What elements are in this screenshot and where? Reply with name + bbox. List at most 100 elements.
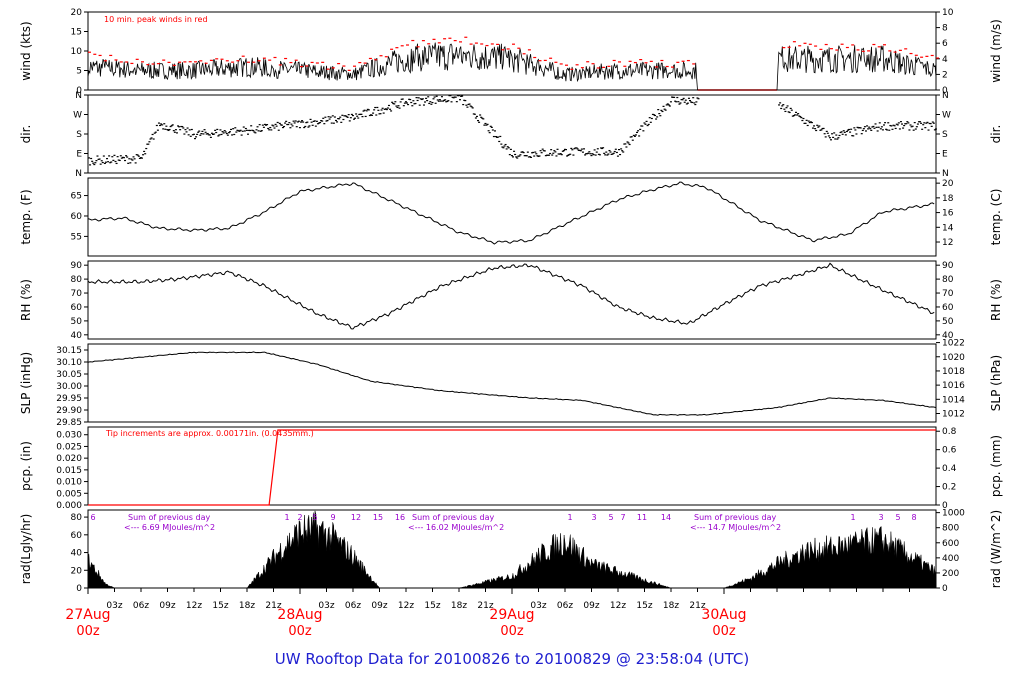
direction-point	[334, 119, 337, 122]
direction-point	[318, 122, 321, 124]
direction-point	[170, 125, 173, 127]
direction-point	[568, 154, 571, 156]
direction-point	[818, 125, 821, 127]
x-tick-label: 12z	[610, 601, 626, 611]
direction-point	[502, 147, 505, 149]
direction-point	[247, 133, 249, 135]
direction-point	[870, 129, 873, 131]
precipitation-line	[88, 429, 936, 506]
direction-point	[315, 120, 318, 122]
radiation-hour-mark: 1	[850, 513, 855, 522]
direction-point	[513, 150, 516, 152]
wind-annotation: 10 min. peak winds in red	[104, 15, 208, 24]
direction-point	[828, 137, 831, 139]
direction-point	[322, 117, 325, 119]
direction-point	[802, 117, 805, 120]
direction-point	[139, 157, 142, 159]
direction-point	[106, 158, 109, 160]
direction-point	[324, 116, 327, 118]
wind-peak-mark	[506, 48, 510, 50]
direction-point	[682, 97, 685, 99]
direction-point	[527, 156, 530, 158]
direction-point	[269, 126, 272, 129]
direction-point	[795, 111, 798, 113]
wind-peak-mark	[565, 64, 568, 66]
direction-point	[296, 121, 299, 123]
direction-point	[389, 108, 392, 110]
direction-point	[225, 132, 228, 135]
direction-point	[109, 162, 112, 164]
direction-point	[351, 114, 354, 117]
direction-point	[244, 127, 247, 130]
direction-point	[308, 125, 311, 127]
wind-peak-mark	[374, 59, 378, 61]
direction-point	[276, 121, 279, 124]
direction-point	[439, 100, 442, 102]
x-tick-label: 06z	[133, 601, 149, 611]
direction-point	[662, 105, 665, 107]
direction-point	[796, 114, 799, 116]
direction-point	[510, 154, 513, 157]
wind-peak-mark	[448, 37, 452, 39]
direction-point	[612, 152, 615, 154]
direction-point	[408, 98, 411, 100]
direction-point	[667, 104, 670, 106]
right-tick-label: 0.2	[942, 483, 956, 493]
direction-point	[799, 116, 802, 118]
direction-point	[876, 130, 879, 132]
direction-point	[93, 163, 96, 166]
wind-speed-line	[87, 42, 937, 91]
direction-point	[191, 134, 194, 136]
direction-point	[164, 128, 167, 130]
day-time-label: 00z	[500, 624, 524, 639]
x-tick-label: 12z	[186, 601, 202, 611]
direction-point	[587, 152, 590, 154]
wind-peak-mark	[782, 47, 786, 49]
direction-point	[690, 101, 693, 103]
direction-point	[180, 125, 183, 128]
direction-point	[618, 149, 620, 151]
right-tick-label: 1016	[942, 381, 965, 391]
direction-point	[265, 124, 268, 126]
y-axis-label-right: dir.	[989, 125, 1003, 144]
direction-point	[451, 96, 454, 98]
direction-point	[822, 127, 825, 130]
direction-point	[394, 101, 397, 103]
direction-point	[159, 124, 162, 127]
wind-peak-mark	[554, 61, 558, 63]
direction-point	[798, 115, 801, 117]
radiation-sum-label: Sum of previous day	[412, 513, 494, 522]
direction-point	[566, 155, 569, 157]
wind-peak-mark	[194, 61, 197, 63]
direction-point	[240, 134, 243, 136]
direction-point	[286, 123, 289, 126]
direction-point	[128, 158, 131, 160]
direction-point	[638, 135, 641, 137]
direction-point	[544, 155, 547, 157]
direction-point	[298, 127, 301, 129]
day-label: 27Aug	[65, 607, 110, 623]
wind-peak-mark	[490, 43, 494, 45]
direction-point	[694, 103, 697, 106]
right-tick-label: 0.6	[942, 446, 957, 456]
direction-point	[873, 127, 876, 129]
direction-point	[399, 101, 402, 103]
direction-point	[359, 113, 362, 115]
wind-peak-mark	[379, 55, 383, 57]
direction-point	[179, 129, 182, 131]
direction-point	[379, 113, 382, 115]
wind-peak-mark	[236, 60, 240, 62]
direction-point	[859, 127, 862, 129]
direction-point	[487, 130, 490, 132]
wind-peak-mark	[183, 61, 187, 63]
direction-point	[285, 120, 288, 122]
direction-point	[355, 113, 358, 115]
direction-point	[874, 123, 877, 125]
direction-point	[230, 128, 233, 131]
direction-point	[319, 121, 322, 124]
direction-point	[927, 129, 930, 131]
direction-point	[218, 134, 221, 136]
direction-point	[473, 113, 476, 115]
direction-point	[929, 122, 932, 125]
direction-point	[377, 109, 380, 111]
